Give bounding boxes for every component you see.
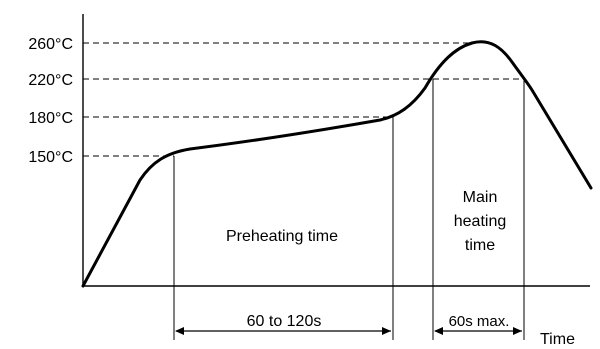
main-label-line-1: Main	[463, 189, 498, 206]
x-axis-label: Time	[540, 331, 575, 348]
main-duration-label: 60s max.	[449, 313, 510, 330]
y-tick-180: 180°C	[28, 110, 73, 127]
temperature-profile-curve	[81, 40, 593, 288]
y-tick-260: 260°C	[28, 36, 73, 53]
y-tick-150: 150°C	[28, 149, 73, 166]
main-label-line-3: time	[465, 237, 495, 254]
main-label-line-2: heating	[454, 213, 507, 230]
preheat-label: Preheating time	[226, 228, 338, 245]
preheat-duration-label: 60 to 120s	[247, 313, 322, 330]
y-tick-220: 220°C	[28, 72, 73, 89]
